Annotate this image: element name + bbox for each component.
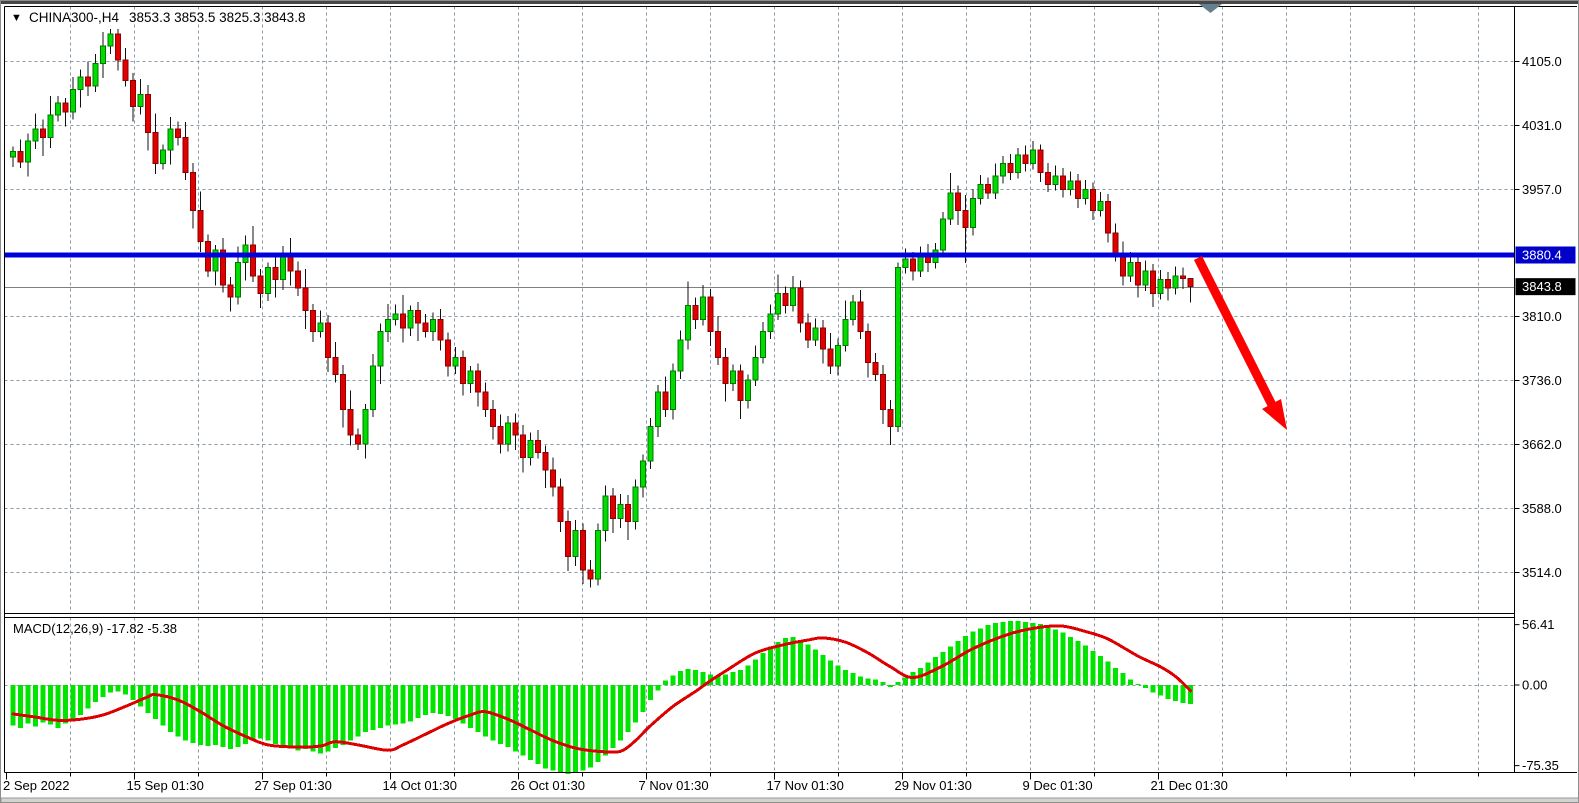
svg-text:14 Oct 01:30: 14 Oct 01:30 [383,778,457,793]
svg-text:3588.0: 3588.0 [1522,501,1562,516]
svg-text:-75.35: -75.35 [1522,758,1559,773]
symbol-timeframe-label: CHINA300-,H4 [29,10,120,25]
svg-text:26 Oct 01:30: 26 Oct 01:30 [511,778,585,793]
svg-text:9 Dec 01:30: 9 Dec 01:30 [1023,778,1093,793]
svg-text:17 Nov 01:30: 17 Nov 01:30 [767,778,844,793]
svg-text:4105.0: 4105.0 [1522,54,1562,69]
macd-indicator [10,620,1193,774]
chart-shift-marker-icon[interactable] [1199,4,1222,13]
svg-text:2 Sep 2022: 2 Sep 2022 [3,778,70,793]
panel-separator[interactable] [4,613,1515,618]
svg-text:0.00: 0.00 [1522,678,1547,693]
macd-indicator-label: MACD(12,26,9) -17.82 -5.38 [13,621,177,636]
svg-text:3810.0: 3810.0 [1522,309,1562,324]
svg-text:27 Sep 01:30: 27 Sep 01:30 [255,778,332,793]
svg-text:3662.0: 3662.0 [1522,437,1562,452]
window-bottom-edge [1,797,1578,802]
price-axis[interactable]: 4105.0 4031.0 3957.0 3810.0 3736.0 3662.0 3588… [1514,54,1576,773]
svg-text:3514.0: 3514.0 [1522,565,1562,580]
svg-text:3880.4: 3880.4 [1522,248,1562,263]
svg-text:3843.8: 3843.8 [1522,279,1562,294]
svg-text:3736.0: 3736.0 [1522,373,1562,388]
svg-text:29 Nov 01:30: 29 Nov 01:30 [895,778,972,793]
chart-title: CHINA300-,H4 3853.3 3853.5 3825.3 3843.8 [29,10,305,25]
svg-text:3957.0: 3957.0 [1522,182,1562,197]
candles [10,28,1194,588]
time-axis[interactable]: 2 Sep 2022 15 Sep 01:30 27 Sep 01:30 14 Oct… [3,772,1479,794]
svg-text:21 Dec 01:30: 21 Dec 01:30 [1151,778,1228,793]
red-arrow-annotation[interactable] [1193,255,1287,430]
svg-text:15 Sep 01:30: 15 Sep 01:30 [127,778,204,793]
svg-text:56.41: 56.41 [1522,617,1555,632]
gridlines [4,6,1515,773]
window-top-edge [1,1,1578,4]
ohlc-values-label: 3853.3 3853.5 3825.3 3843.8 [129,10,305,25]
macd-signal-line [11,624,1192,754]
svg-text:4031.0: 4031.0 [1522,118,1562,133]
symbol-dropdown-icon[interactable]: ▼ [11,12,22,24]
svg-text:7 Nov 01:30: 7 Nov 01:30 [639,778,709,793]
horizontal-line-object[interactable]: 3880.4 [4,246,1576,264]
